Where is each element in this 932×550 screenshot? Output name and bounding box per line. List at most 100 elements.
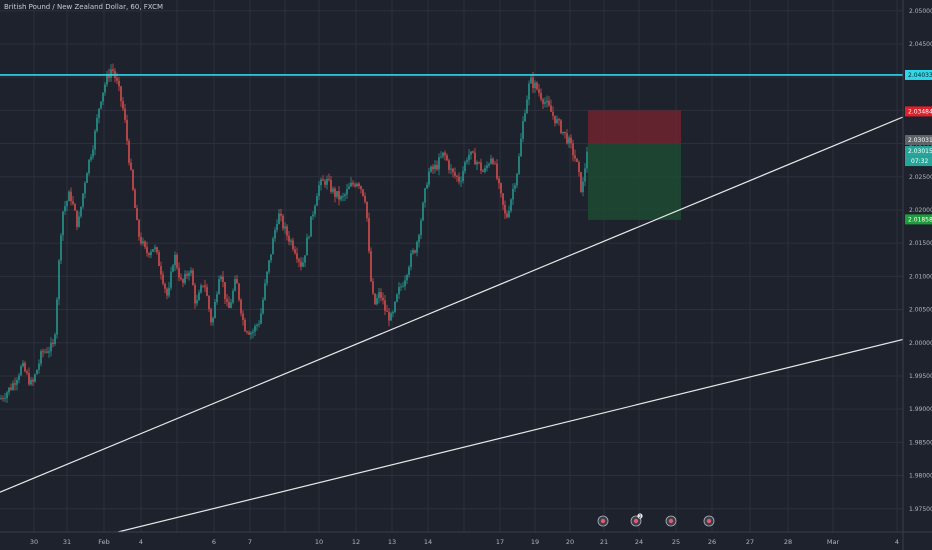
- time-tick-label: Mar: [827, 538, 840, 546]
- candle-body: [582, 181, 584, 193]
- price-tick-label: 1.99500: [909, 373, 932, 380]
- candle-body: [400, 286, 402, 288]
- candle-body: [536, 82, 538, 90]
- candle-body: [236, 279, 238, 284]
- candle-body: [178, 267, 180, 278]
- candle-body: [94, 131, 96, 150]
- candle-body: [556, 119, 558, 124]
- candle-body: [296, 253, 298, 260]
- candle-body: [126, 119, 128, 141]
- candle-body: [166, 288, 168, 296]
- candle-body: [534, 82, 536, 89]
- countdown-tag-bg: [905, 156, 932, 167]
- event-markers[interactable]: 2: [597, 513, 715, 527]
- candle-body: [448, 160, 450, 170]
- candle-body: [394, 301, 396, 313]
- entry-price-tag: 2.03015: [908, 148, 932, 155]
- grid: [0, 0, 903, 532]
- time-axis[interactable]: 30 31 Feb 4 6 7 10 12 13 14 17 19 20 21 24 25 26 27 28 Mar 4: [0, 531, 932, 546]
- trendline[interactable]: [117, 338, 904, 533]
- candle-body: [206, 287, 208, 296]
- candle-body: [208, 295, 210, 310]
- entry-price-tag-bg: [905, 146, 932, 157]
- last-price-tag-bg: [905, 135, 932, 146]
- candle-body: [434, 164, 436, 170]
- candle-body: [548, 100, 550, 106]
- candle-body: [62, 211, 64, 236]
- candle-body: [250, 332, 252, 335]
- candle-body: [86, 173, 88, 183]
- candle-body: [10, 387, 12, 390]
- candle-body: [454, 172, 456, 176]
- candle-body: [388, 311, 390, 321]
- time-tick-label: 4: [139, 538, 143, 546]
- candle-body: [92, 149, 94, 157]
- candle-body: [278, 213, 280, 224]
- candle-body: [520, 138, 522, 157]
- price-tick-label: 2.01000: [909, 273, 932, 280]
- candle-body: [88, 159, 90, 174]
- price-tick-label: 2.01500: [909, 240, 932, 247]
- event-flag-icon: [668, 518, 674, 524]
- candle-body: [364, 195, 366, 202]
- candle-body: [176, 254, 178, 268]
- candle-body: [332, 188, 334, 192]
- candle-body: [116, 78, 118, 81]
- target-price-tag-bg: [905, 214, 932, 225]
- candle-body: [368, 218, 370, 252]
- candle-body: [6, 392, 8, 399]
- candle-body: [274, 229, 276, 239]
- candle-body: [76, 210, 78, 227]
- candle-body: [500, 183, 502, 194]
- candle-body: [396, 294, 398, 302]
- candle-body: [506, 213, 508, 218]
- candle-body: [128, 140, 130, 163]
- candle-body: [118, 80, 120, 87]
- candle-body: [450, 168, 452, 170]
- candle-body: [36, 369, 38, 375]
- candle-body: [350, 182, 352, 187]
- candle-body: [416, 242, 418, 253]
- candle-body: [464, 162, 466, 172]
- candle-body: [310, 216, 312, 237]
- candle-body: [288, 235, 290, 242]
- candle-body: [264, 283, 266, 300]
- time-tick-label: 10: [315, 538, 323, 546]
- candle-body: [322, 179, 324, 181]
- candle-body: [164, 283, 166, 289]
- candle-body: [308, 236, 310, 238]
- candle-body: [108, 73, 110, 78]
- candle-body: [72, 201, 74, 205]
- candle-body: [528, 83, 530, 100]
- candle-body: [74, 204, 76, 211]
- candle-body: [276, 223, 278, 230]
- candle-body: [492, 158, 494, 164]
- candle-body: [186, 273, 188, 276]
- price-tick-label: 1.98000: [909, 473, 932, 480]
- economic-event-marker[interactable]: [597, 515, 609, 527]
- candle-body: [226, 298, 228, 302]
- time-tick-label: Feb: [98, 538, 110, 546]
- trendline[interactable]: [0, 116, 904, 493]
- candle-body: [220, 276, 222, 280]
- candle-body: [508, 210, 510, 218]
- candle-body: [104, 84, 106, 93]
- candle-body: [334, 188, 336, 197]
- candle-body: [516, 173, 518, 186]
- candle-body: [212, 317, 214, 323]
- economic-event-marker[interactable]: 2: [630, 513, 643, 527]
- economic-event-marker[interactable]: [703, 515, 715, 527]
- take-profit-zone[interactable]: [588, 143, 681, 220]
- candle-body: [486, 165, 488, 169]
- trade-zones[interactable]: [588, 110, 681, 220]
- candle-body: [436, 164, 438, 170]
- candle-body: [96, 118, 98, 132]
- candle-body: [502, 193, 504, 205]
- candle-body: [58, 260, 60, 300]
- drawn-lines[interactable]: [0, 74, 904, 533]
- economic-event-marker[interactable]: [665, 515, 677, 527]
- candle-body: [202, 285, 204, 287]
- stop-loss-zone[interactable]: [588, 110, 681, 144]
- time-tick-label: 19: [531, 538, 539, 546]
